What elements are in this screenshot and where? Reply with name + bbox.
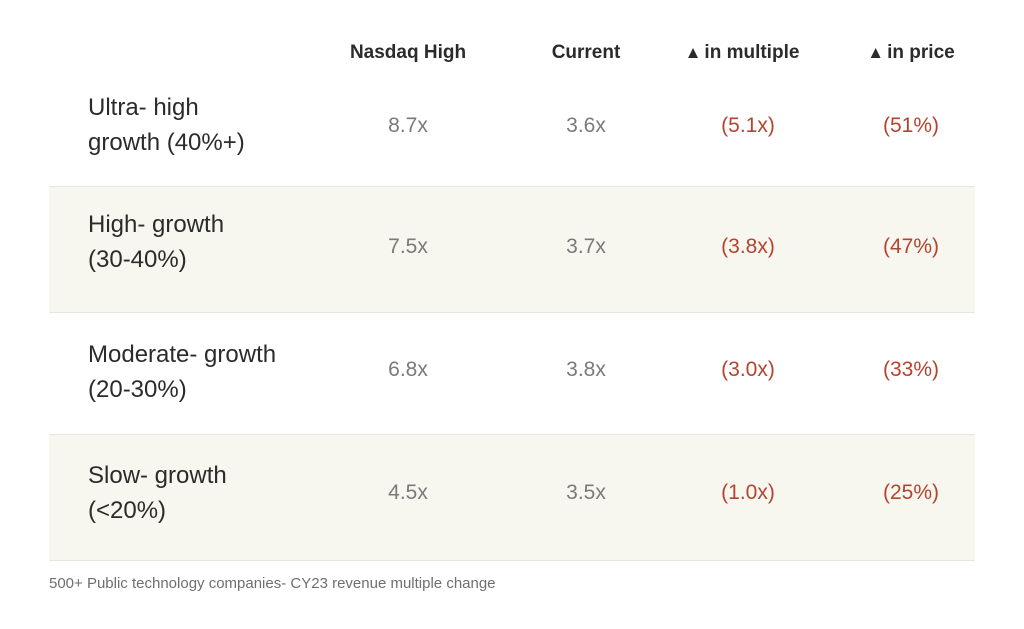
row-label: Ultra- high growth (40%+)	[88, 90, 245, 160]
delta-triangle-icon: ▲	[684, 43, 702, 62]
row-label-line2: (20-30%)	[88, 376, 187, 403]
cell-delta-multiple: (3.8x)	[721, 235, 775, 258]
cell-nasdaq-high: 8.7x	[388, 114, 428, 137]
cell-current: 3.5x	[566, 481, 606, 504]
cell-delta-price: (33%)	[882, 358, 940, 381]
cell-nasdaq-high: 4.5x	[388, 481, 428, 504]
cell-current: 3.6x	[566, 114, 606, 137]
table-row: Slow- growth (<20%) 4.5x 3.5x (1.0x) (25…	[49, 435, 975, 561]
row-label-line1: Slow- growth	[88, 462, 227, 489]
cell-delta-multiple: (1.0x)	[721, 481, 775, 504]
table-header: Nasdaq High Current ▲ in multiple ▲ in pri…	[49, 28, 975, 80]
table-row: High- growth (30-40%) 7.5x 3.7x (3.8x) (…	[49, 187, 975, 313]
row-label-line1: Moderate- growth	[88, 341, 277, 368]
row-label: Slow- growth (<20%)	[88, 458, 227, 528]
cell-current: 3.8x	[566, 358, 606, 381]
header-delta-price-label: in price	[887, 42, 955, 63]
row-label-line1: Ultra- high	[88, 94, 199, 121]
delta-triangle-icon: ▲	[867, 43, 885, 62]
row-label: High- growth (30-40%)	[88, 207, 224, 277]
cell-delta-multiple: (3.0x)	[721, 358, 775, 381]
header-delta-multiple: ▲ in multiple	[685, 42, 800, 64]
row-label-line2: (30-40%)	[88, 246, 187, 273]
table-row: Moderate- growth (20-30%) 6.8x 3.8x (3.0…	[49, 313, 975, 435]
row-label-line2: growth (40%+)	[88, 129, 245, 156]
row-label: Moderate- growth (20-30%)	[88, 337, 276, 407]
cell-delta-multiple: (5.1x)	[721, 114, 775, 137]
footnote: 500+ Public technology companies- CY23 r…	[49, 575, 496, 592]
cell-delta-price: (25%)	[882, 481, 940, 504]
cell-nasdaq-high: 6.8x	[388, 358, 428, 381]
header-delta-multiple-label: in multiple	[704, 42, 800, 63]
cell-nasdaq-high: 7.5x	[388, 235, 428, 258]
cell-delta-price: (51%)	[882, 114, 940, 137]
row-label-line1: High- growth	[88, 211, 225, 238]
valuation-table: Nasdaq High Current ▲ in multiple ▲ in pri…	[49, 28, 975, 561]
cell-current: 3.7x	[566, 235, 606, 258]
header-delta-price: ▲ in price	[867, 42, 954, 64]
header-nasdaq-high: Nasdaq High	[349, 42, 467, 63]
header-current: Current	[551, 42, 621, 63]
cell-delta-price: (47%)	[882, 235, 940, 258]
row-label-line2: (<20%)	[88, 497, 167, 524]
table-row: Ultra- high growth (40%+) 8.7x 3.6x (5.1…	[49, 80, 975, 187]
